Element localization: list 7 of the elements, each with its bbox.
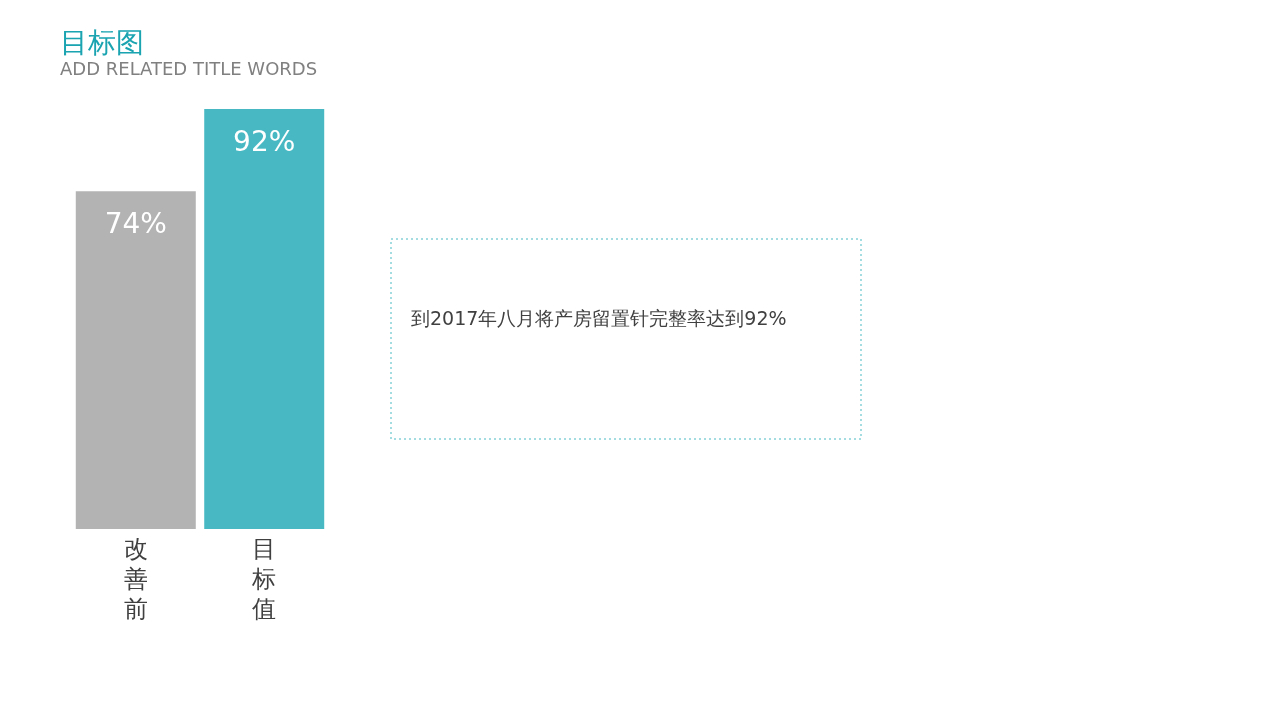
x-tick-label: 目标值	[251, 534, 277, 623]
text: 到2017年八月将产房留置针完整率达到92%	[411, 307, 787, 329]
data-label: 92%	[233, 125, 296, 158]
x-tick-label: 改善前	[123, 534, 148, 623]
data-label: 74%	[104, 207, 167, 241]
chart-title: 目标图	[60, 26, 144, 59]
chart-subtitle: ADD RELATED TITLE WORDS	[60, 58, 318, 79]
